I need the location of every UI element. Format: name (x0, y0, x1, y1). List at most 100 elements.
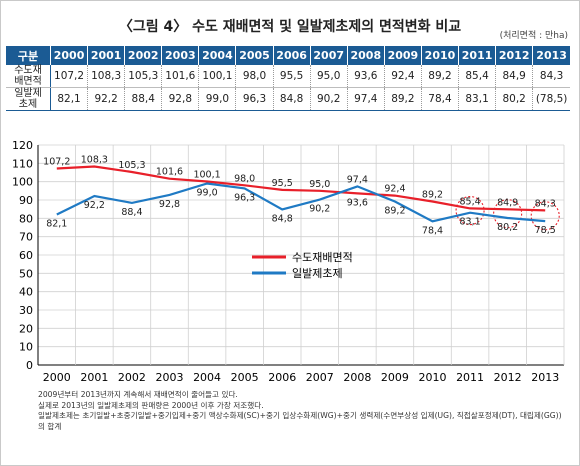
table-cell: 89,2 (421, 65, 460, 88)
table-cell: 107,2 (50, 65, 89, 88)
row-label-line: 배면적 (14, 76, 42, 87)
y-tick-label: 90 (19, 194, 33, 207)
table-cell: 88,4 (124, 87, 163, 111)
table-cell: 97,4 (347, 87, 385, 111)
year-header: 2007 (309, 46, 348, 65)
table-cell: 92,8 (161, 87, 200, 111)
year-header: 2000 (49, 46, 88, 65)
row-label-herbicide: 일발제 초제 (6, 87, 51, 111)
table-cell: 96,3 (235, 87, 274, 111)
y-tick-label: 0 (26, 359, 33, 372)
footnote-line: 2009년부터 2013년까지 계속해서 재배면적이 줄어들고 있다. (38, 390, 238, 399)
y-tick-label: 50 (19, 267, 33, 280)
year-header: 2011 (458, 46, 496, 65)
x-tick-label: 2000 (43, 371, 71, 384)
table-row-herbicide: 일발제 초제 82,1 92,2 88,4 92,8 99,0 96,3 84,8… (6, 87, 570, 111)
data-label: 92,2 (84, 200, 105, 211)
table-header-row: 구분 2000 2001 2002 2003 2004 2005 2006 20… (6, 46, 570, 65)
data-label: 95,0 (309, 179, 330, 190)
data-label: 108,3 (81, 154, 108, 165)
data-label: 89,2 (422, 189, 443, 200)
table-cell: 100,1 (198, 65, 237, 88)
row-label-rice-area: 수도재 배면적 (6, 65, 51, 88)
y-tick-label: 70 (19, 231, 33, 244)
row-label-line: 초제 (18, 99, 38, 110)
y-tick-label: 10 (19, 341, 33, 354)
table-cell: 92,2 (87, 87, 126, 111)
data-label: 101,6 (156, 167, 183, 178)
year-header: 2002 (124, 46, 162, 65)
data-label: 80,2 (497, 222, 518, 233)
data-label: 107,2 (43, 156, 70, 167)
table-cell: (78,5) (532, 87, 570, 111)
x-tick-label: 2008 (343, 371, 371, 384)
data-label: 84,8 (272, 214, 293, 225)
x-tick-label: 2007 (306, 371, 334, 384)
data-label: 92,4 (384, 184, 405, 195)
table-row-rice-area: 수도재 배면적 107,2 108,3 105,3 101,6 100,1 98,… (6, 65, 570, 88)
table-cell: 89,2 (384, 87, 422, 111)
footnotes: 2009년부터 2013년까지 계속해서 재배면적이 줄어들고 있다. 실제로 … (38, 390, 568, 432)
table-cell: 108,3 (87, 65, 126, 88)
data-table: 구분 2000 2001 2002 2003 2004 2005 2006 20… (6, 46, 570, 111)
data-label: 85,4 (459, 196, 480, 207)
x-tick-label: 2013 (531, 371, 559, 384)
series-line-herbicide (56, 182, 546, 223)
year-header: 2004 (198, 46, 236, 65)
table-cell: 85,4 (458, 65, 497, 88)
footnote-line: 일발제초제는 초기일발+초중기일발+중기입제+중기 액상수화제(SC)+중기 입… (38, 411, 562, 421)
y-tick-label: 120 (12, 139, 33, 152)
x-tick-label: 2004 (193, 371, 221, 384)
data-label: 97,4 (347, 174, 368, 185)
y-tick-label: 40 (19, 286, 33, 299)
table-header-label: 구분 (6, 46, 51, 65)
y-tick-label: 20 (19, 322, 33, 335)
table-cell: 95,0 (310, 65, 348, 88)
data-label: 105,3 (118, 160, 145, 171)
table-cell: 105,3 (124, 65, 163, 88)
data-label: 92,8 (159, 199, 180, 210)
y-tick-label: 100 (12, 176, 33, 189)
data-label: 84,9 (497, 197, 518, 208)
row-label-line: 일발제 (14, 88, 42, 99)
data-label: 98,0 (234, 173, 255, 184)
year-header: 2005 (235, 46, 274, 65)
data-label: 89,2 (384, 205, 405, 216)
x-tick-label: 2002 (118, 371, 146, 384)
x-tick-label: 2011 (456, 371, 484, 384)
year-header: 2008 (346, 46, 385, 65)
table-cell: 84,8 (273, 87, 311, 111)
y-tick-label: 80 (19, 212, 33, 225)
footnote-line: 의 합계 (38, 421, 62, 431)
data-label: 83,1 (459, 217, 480, 228)
year-header: 2003 (161, 46, 199, 65)
year-header: 2012 (495, 46, 533, 65)
data-label: 99,0 (196, 188, 217, 199)
footnote-line: 실제로 2013년의 일발제초제의 판매량은 2000년 이후 가장 저조했다. (38, 400, 264, 410)
y-tick-label: 110 (12, 157, 33, 170)
year-header: 2009 (383, 46, 422, 65)
table-cell: 83,1 (458, 87, 497, 111)
data-label: 90,2 (309, 204, 330, 215)
y-tick-label: 60 (19, 249, 33, 262)
figure-title: 〈그림 4〉 수도 재배면적 및 일발제초제의 면적변화 비교 (118, 19, 462, 35)
table-cell: 101,6 (161, 65, 200, 88)
year-header: 2001 (87, 46, 125, 65)
table-cell: 92,4 (384, 65, 422, 88)
line-chart: 0 10 20 30 40 50 60 70 80 90 100 110 120 2000 2001 2002… (12, 139, 565, 384)
data-label: 88,4 (121, 207, 142, 218)
x-tick-label: 2001 (80, 371, 108, 384)
table-cell: 78,4 (421, 87, 460, 111)
year-header: 2006 (272, 46, 311, 65)
table-cell: 84,3 (532, 65, 570, 88)
x-tick-label: 2009 (381, 371, 409, 384)
unit-label: (처리면적 : 만ha) (499, 31, 568, 41)
data-label: 95,5 (272, 178, 293, 189)
y-tick-label: 30 (19, 304, 33, 317)
data-label: 78,4 (422, 225, 443, 236)
year-header: 2013 (532, 46, 570, 65)
series-line-rice-area (56, 165, 546, 212)
table-cell: 80,2 (495, 87, 534, 111)
table-cell: 95,5 (273, 65, 311, 88)
table-cell: 84,9 (495, 65, 534, 88)
